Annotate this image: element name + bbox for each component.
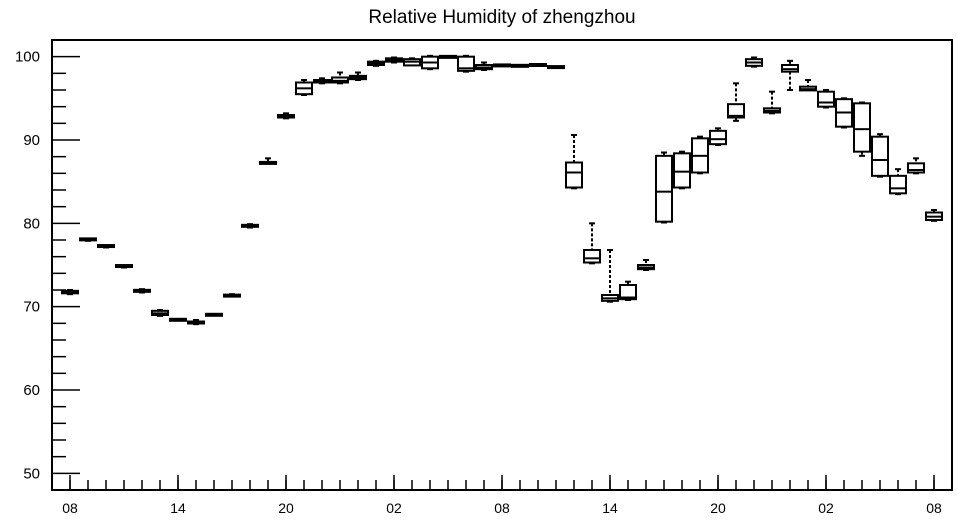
box-plot-item — [349, 71, 367, 81]
box-plot-item — [97, 244, 115, 249]
box-plot-item — [763, 90, 781, 115]
x-tick-label: 02 — [818, 500, 834, 516]
x-tick-label: 02 — [386, 500, 402, 516]
box-plot-item — [817, 89, 835, 109]
y-tick-label: 90 — [23, 132, 40, 149]
box-plot-item — [295, 79, 313, 96]
box-plot-item — [727, 82, 745, 122]
box-plot-item — [619, 280, 637, 301]
box-plot-item — [493, 63, 511, 68]
plot-frame — [51, 39, 953, 491]
box-plot-item — [61, 289, 79, 296]
box-plot-item — [457, 54, 475, 73]
x-tick-label: 08 — [62, 500, 78, 516]
box-plot-item — [889, 168, 907, 196]
box-plot-item — [259, 157, 277, 165]
box-plot-item — [115, 264, 133, 269]
box-plot-item — [853, 101, 871, 157]
box-iqr — [583, 249, 601, 264]
box-series — [61, 54, 943, 326]
box-iqr — [619, 284, 637, 301]
box-plot-item — [745, 56, 763, 68]
box-iqr — [565, 161, 583, 189]
box-plot-item — [475, 61, 493, 71]
y-tick-label: 70 — [23, 299, 40, 316]
box-plot-item — [169, 317, 187, 322]
box-plot-item — [547, 65, 565, 70]
x-tick-label: 08 — [926, 500, 942, 516]
box-iqr — [871, 135, 889, 177]
y-tick-label: 60 — [23, 382, 40, 399]
box-iqr — [673, 152, 691, 189]
box-plot-item — [223, 293, 241, 298]
box-plot-item — [367, 59, 385, 67]
box-plot-item — [583, 222, 601, 265]
box-plot-item — [385, 56, 403, 64]
box-iqr — [709, 129, 727, 146]
x-tick-label: 14 — [602, 500, 618, 516]
box-plot-item — [439, 54, 457, 59]
box-plot-item — [277, 112, 295, 120]
box-plot-item — [331, 71, 349, 85]
box-plot-item — [241, 223, 259, 229]
box-plot-item — [601, 249, 619, 303]
y-tick-label: 100 — [15, 49, 40, 66]
box-plot-item — [835, 97, 853, 129]
box-plot-item — [313, 77, 331, 85]
x-axis: 08 14 20 02 08 14 20 02 08 — [62, 475, 942, 516]
box-plot-item — [907, 157, 925, 175]
box-plot-item — [403, 57, 421, 67]
box-plot-item — [565, 134, 583, 190]
box-plot-item — [79, 237, 97, 242]
box-plot-item — [673, 150, 691, 190]
box-plot-item — [655, 151, 673, 224]
x-tick-label: 14 — [170, 500, 186, 516]
box-plot-item — [781, 59, 799, 91]
x-tick-label: 20 — [278, 500, 294, 516]
box-iqr — [727, 103, 745, 119]
y-tick-label: 50 — [23, 465, 40, 482]
box-plot-item — [799, 79, 817, 92]
box-plot-item — [187, 319, 205, 326]
box-plot-item — [637, 259, 655, 271]
box-plot-item — [421, 54, 439, 71]
chart-title: Relative Humidity of zhengzhou — [368, 7, 635, 28]
box-plot-item — [133, 288, 151, 294]
x-tick-label: 20 — [710, 500, 726, 516]
y-axis: 50 60 70 80 90 100 — [15, 49, 80, 482]
box-iqr — [817, 90, 835, 108]
box-plot-item — [709, 127, 727, 146]
box-plot-item — [205, 312, 223, 317]
box-iqr — [889, 174, 907, 195]
box-iqr — [907, 162, 925, 174]
box-plot-item — [691, 135, 709, 175]
box-iqr — [655, 154, 673, 223]
box-iqr — [457, 55, 475, 72]
box-plot-item — [529, 63, 547, 67]
box-plot-item — [511, 63, 529, 68]
box-iqr — [853, 102, 871, 153]
box-plot-item — [925, 209, 943, 222]
box-plot-item — [151, 309, 169, 317]
x-tick-label: 08 — [494, 500, 510, 516]
box-plot-item — [871, 133, 889, 178]
y-tick-label: 80 — [23, 215, 40, 232]
